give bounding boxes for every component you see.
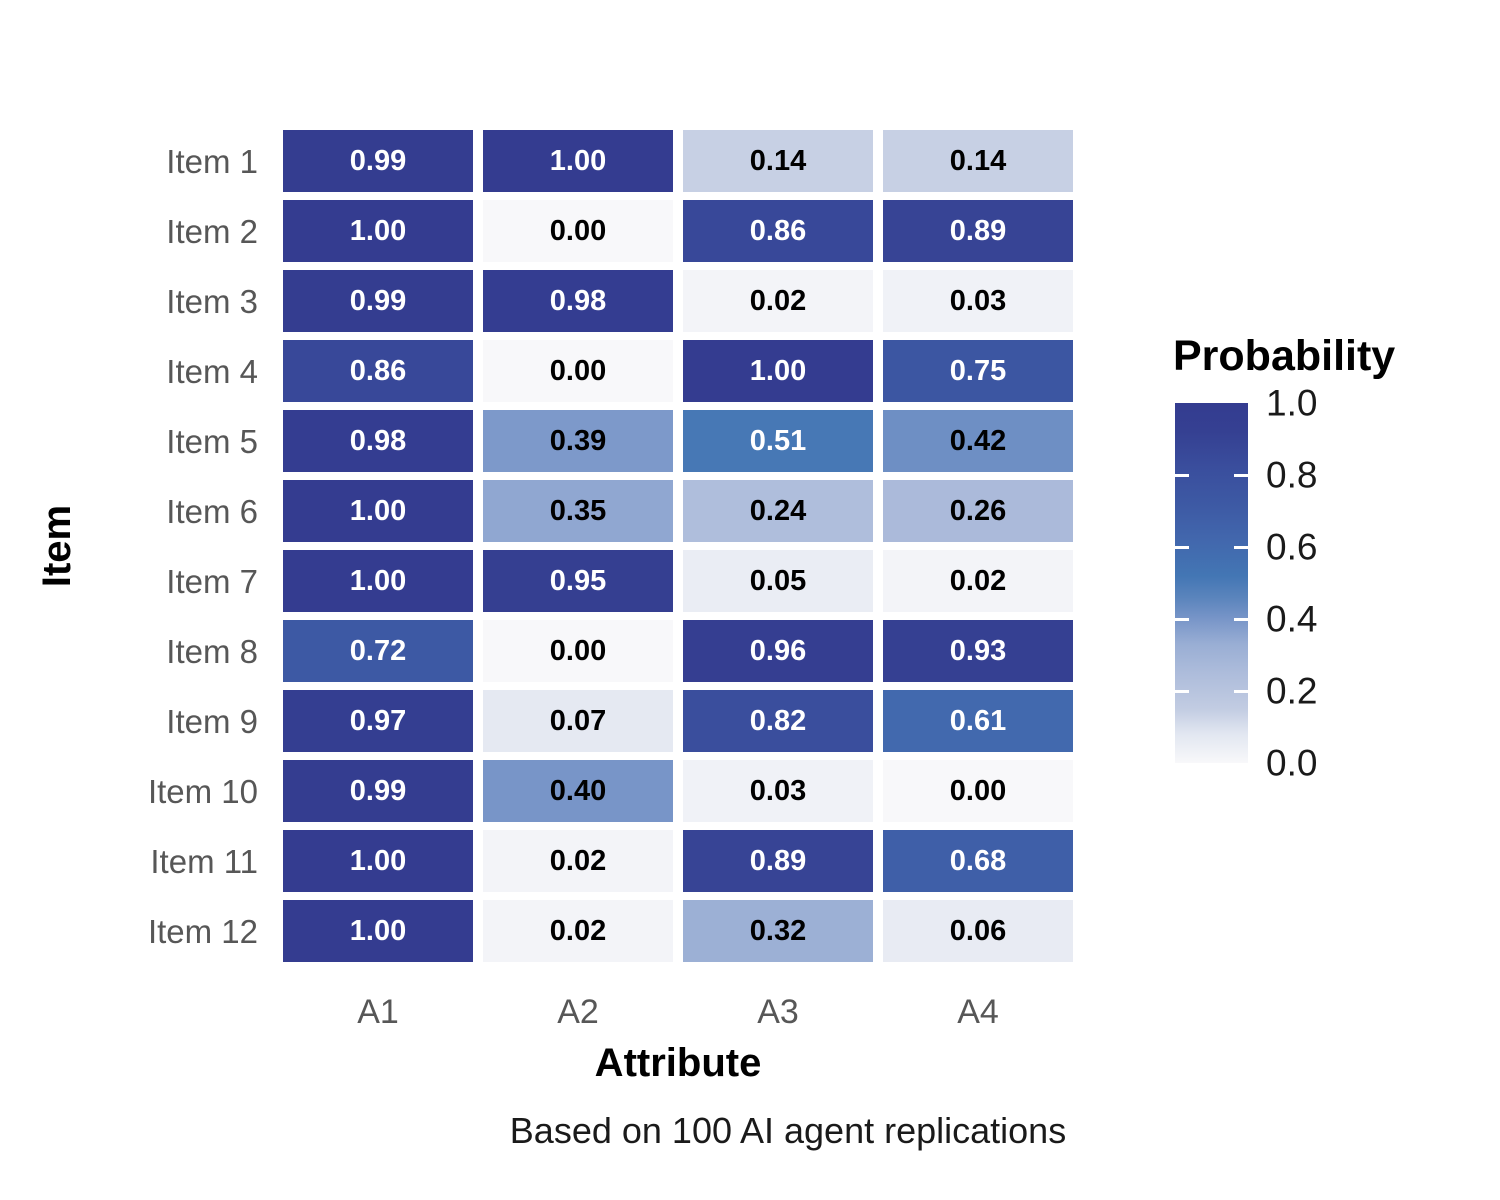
legend-tick-label: 0.0 bbox=[1266, 742, 1318, 784]
heatmap-cell: 0.02 bbox=[483, 830, 673, 892]
heatmap-cell: 0.00 bbox=[883, 760, 1073, 822]
legend-colorbar bbox=[1175, 403, 1248, 763]
legend-tick-label: 1.0 bbox=[1266, 382, 1318, 424]
heatmap-cell: 0.86 bbox=[683, 200, 873, 262]
heatmap-cell: 0.05 bbox=[683, 550, 873, 612]
heatmap-cell: 0.14 bbox=[883, 130, 1073, 192]
y-tick-label: Item 5 bbox=[166, 423, 258, 460]
y-tick-label: Item 4 bbox=[166, 353, 258, 390]
x-tick-label: A4 bbox=[957, 993, 999, 1031]
y-tick-label: Item 10 bbox=[147, 773, 258, 810]
x-tick-label: A2 bbox=[557, 993, 599, 1031]
heatmap-cell: 0.75 bbox=[883, 340, 1073, 402]
heatmap-cell: 0.32 bbox=[683, 900, 873, 962]
heatmap-cell: 0.02 bbox=[483, 900, 673, 962]
heatmap-cell: 0.00 bbox=[483, 620, 673, 682]
y-tick-label: Item 1 bbox=[166, 143, 258, 180]
legend-tick-label: 0.8 bbox=[1266, 454, 1318, 496]
heatmap-cell: 0.07 bbox=[483, 690, 673, 752]
y-tick-label: Item 12 bbox=[147, 913, 258, 950]
legend-tick-mark bbox=[1175, 617, 1189, 621]
heatmap-cell: 0.00 bbox=[483, 340, 673, 402]
y-tick-label: Item 9 bbox=[166, 703, 258, 740]
heatmap-cell: 0.03 bbox=[683, 760, 873, 822]
heatmap-cell: 0.93 bbox=[883, 620, 1073, 682]
heatmap-cell: 0.98 bbox=[283, 410, 473, 472]
heatmap-cell: 0.00 bbox=[483, 200, 673, 262]
legend-tick-mark bbox=[1175, 545, 1189, 549]
legend-tick-mark bbox=[1234, 617, 1248, 621]
heatmap-cell: 1.00 bbox=[483, 130, 673, 192]
heatmap-cell: 0.02 bbox=[883, 550, 1073, 612]
heatmap-cell: 0.96 bbox=[683, 620, 873, 682]
heatmap-cell: 1.00 bbox=[283, 830, 473, 892]
legend-title: Probability bbox=[1173, 332, 1396, 380]
heatmap-cell: 0.82 bbox=[683, 690, 873, 752]
heatmap-cell: 0.42 bbox=[883, 410, 1073, 472]
legend-tick-mark bbox=[1175, 473, 1189, 477]
legend-tick-label: 0.4 bbox=[1266, 598, 1318, 640]
y-tick-label: Item 3 bbox=[166, 283, 258, 320]
heatmap-cell: 0.26 bbox=[883, 480, 1073, 542]
heatmap-cell: 0.14 bbox=[683, 130, 873, 192]
legend-tick-mark bbox=[1175, 689, 1189, 693]
x-tick-label: A3 bbox=[757, 993, 799, 1031]
heatmap-cell: 1.00 bbox=[283, 900, 473, 962]
y-tick-label: Item 8 bbox=[166, 633, 258, 670]
y-tick-label: Item 11 bbox=[150, 843, 258, 880]
legend-tick-mark bbox=[1234, 545, 1248, 549]
legend-tick-mark bbox=[1234, 689, 1248, 693]
heatmap-cell: 0.97 bbox=[283, 690, 473, 752]
heatmap-cell: 0.03 bbox=[883, 270, 1073, 332]
x-axis-title: Attribute bbox=[594, 1041, 762, 1085]
heatmap-cell: 0.24 bbox=[683, 480, 873, 542]
heatmap-cell: 0.99 bbox=[283, 270, 473, 332]
heatmap-cell: 0.61 bbox=[883, 690, 1073, 752]
heatmap-cell: 1.00 bbox=[283, 200, 473, 262]
caption: Based on 100 AI agent replications bbox=[509, 1110, 1067, 1151]
heatmap-cell: 0.06 bbox=[883, 900, 1073, 962]
heatmap-cell: 0.99 bbox=[283, 130, 473, 192]
heatmap-cell: 1.00 bbox=[283, 550, 473, 612]
heatmap-cell: 0.98 bbox=[483, 270, 673, 332]
heatmap-cell: 0.95 bbox=[483, 550, 673, 612]
heatmap-cell: 0.68 bbox=[883, 830, 1073, 892]
heatmap-cell: 0.02 bbox=[683, 270, 873, 332]
heatmap-cell: 0.35 bbox=[483, 480, 673, 542]
heatmap-cell: 0.99 bbox=[283, 760, 473, 822]
y-tick-label: Item 7 bbox=[166, 563, 258, 600]
legend-tick-label: 0.2 bbox=[1266, 670, 1318, 712]
y-tick-label: Item 6 bbox=[166, 493, 258, 530]
heatmap-cell: 0.39 bbox=[483, 410, 673, 472]
heatmap-cell: 0.86 bbox=[283, 340, 473, 402]
heatmap-cell: 1.00 bbox=[283, 480, 473, 542]
legend-tick-mark bbox=[1234, 473, 1248, 477]
heatmap-cell: 0.72 bbox=[283, 620, 473, 682]
heatmap-cell: 0.89 bbox=[683, 830, 873, 892]
y-tick-label: Item 2 bbox=[166, 213, 258, 250]
heatmap-cell: 1.00 bbox=[683, 340, 873, 402]
x-tick-label: A1 bbox=[357, 993, 399, 1031]
heatmap-cell: 0.51 bbox=[683, 410, 873, 472]
heatmap-cell: 0.40 bbox=[483, 760, 673, 822]
legend-tick-label: 0.6 bbox=[1266, 526, 1318, 568]
heatmap-cell: 0.89 bbox=[883, 200, 1073, 262]
